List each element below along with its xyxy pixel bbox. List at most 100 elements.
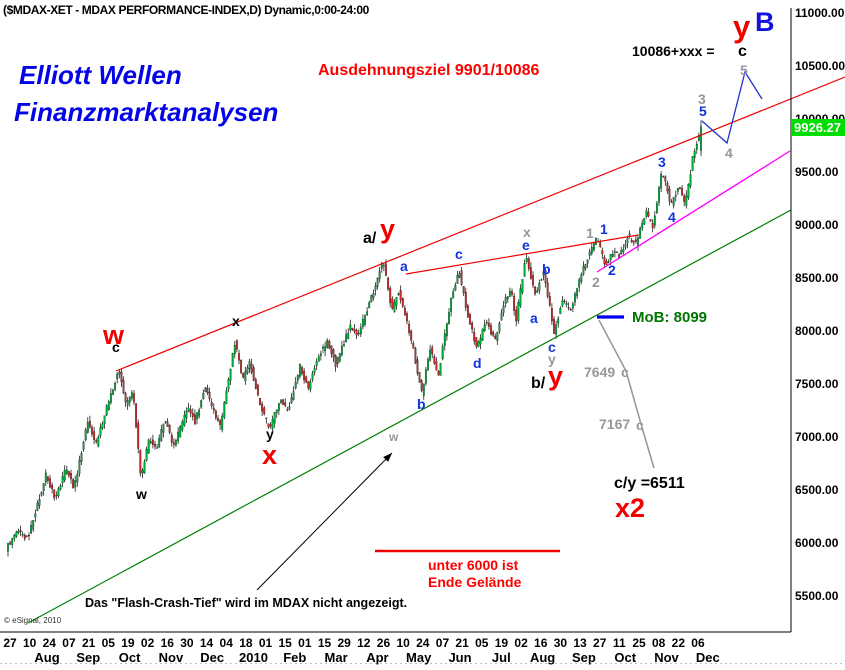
price-tick-label: 10500.00 (795, 59, 845, 73)
wave-label: c (636, 417, 644, 433)
date-month-label: Dec (695, 650, 720, 665)
esignal-copyright: © eSignal, 2010 (4, 616, 62, 625)
wave-label: x (232, 313, 240, 329)
blue-projection-path (701, 70, 763, 145)
invalidation-note-line1: unter 6000 ist (428, 557, 519, 573)
date-day-label: 01 (298, 636, 312, 650)
date-month-label: Jul (491, 650, 511, 665)
watermark-line2: Finanzmarktanalysen (14, 97, 279, 127)
wedge-top-red (405, 234, 639, 275)
magenta-support (596, 150, 791, 273)
wave-label: c (548, 339, 556, 355)
wave-label: c (112, 339, 120, 355)
date-month-label: Oct (118, 650, 141, 665)
date-month-label: Aug (529, 650, 556, 665)
date-month-label: Aug (34, 650, 60, 665)
wave-label: a/ (363, 230, 377, 247)
cy-target-annotation: c/y =6511 (614, 475, 685, 492)
wave-label: 5 (699, 103, 707, 119)
wave-label: x (523, 224, 531, 240)
wave-label: y (380, 214, 396, 244)
date-day-label: 15 (317, 636, 332, 650)
date-month-label: Sep (76, 650, 101, 665)
date-day-label: 27 (3, 636, 17, 650)
date-day-label: 19 (494, 636, 509, 650)
wave-label: 7649 (584, 364, 616, 380)
price-tick-label: 5500.00 (795, 589, 839, 603)
date-month-label: Nov (654, 650, 679, 665)
wave-label: 3 (698, 91, 706, 107)
wave-label: x2 (615, 493, 646, 523)
date-month-label: Apr (366, 650, 389, 665)
wave-label: 2 (592, 274, 600, 290)
wave-label: c (455, 246, 463, 262)
wave-label: e (522, 237, 530, 253)
date-day-label: 21 (455, 636, 469, 650)
date-day-label: 11 (613, 636, 626, 650)
flash-crash-note: Das "Flash-Crash-Tief" wird im MDAX nich… (85, 596, 408, 610)
date-day-label: 24 (42, 636, 56, 650)
wave-label: a (400, 258, 408, 274)
wave-label: y (548, 361, 564, 391)
extension-target-annotation: Ausdehnungsziel 9901/10086 (318, 62, 540, 79)
date-day-label: 10 (396, 636, 410, 650)
annotation-arrow (256, 452, 393, 591)
date-day-label: 24 (416, 636, 430, 650)
date-day-label: 07 (435, 636, 450, 650)
price-tick-label: 9000.00 (795, 218, 839, 232)
wave-label: b (417, 396, 426, 412)
wave-label: 7167 (599, 416, 631, 432)
wave-label: 4 (668, 209, 676, 225)
wave-label: d (473, 355, 482, 371)
wave-label: B (755, 7, 775, 37)
wave-label: c (738, 43, 747, 60)
date-month-label: Oct (614, 650, 637, 665)
mob-level-annotation: MoB: 8099 (632, 309, 708, 326)
date-month-label: May (406, 650, 432, 665)
price-tick-label: 8000.00 (795, 324, 839, 338)
last-price-badge: 9926.27 (792, 119, 845, 136)
target-formula-annotation: 10086+xxx = (632, 43, 715, 59)
wave-label: b/ (531, 375, 546, 392)
wave-label: 2 (608, 262, 616, 278)
date-day-label: 27 (593, 636, 607, 650)
annotation-arrow-head (383, 453, 392, 462)
wave-label: w (389, 430, 399, 444)
date-day-label: 04 (219, 636, 233, 650)
price-tick-label: 11000.00 (795, 6, 845, 20)
wave-label: y (266, 426, 274, 442)
wave-label: y (733, 9, 751, 44)
price-tick-label: 6000.00 (795, 536, 839, 550)
date-day-label: 05 (101, 636, 115, 650)
wave-label: 5 (740, 62, 748, 78)
date-day-label: 16 (160, 636, 174, 650)
date-day-label: 16 (534, 636, 548, 650)
wave-label: 1 (586, 225, 594, 241)
date-day-label: 12 (357, 636, 371, 650)
candle-bodies (7, 126, 702, 552)
date-month-label: Nov (158, 650, 184, 665)
date-day-label: 30 (180, 636, 194, 650)
date-day-label: 21 (81, 636, 96, 650)
date-day-label: 06 (691, 636, 705, 650)
price-tick-label: 8500.00 (795, 271, 839, 285)
date-month-label: Dec (200, 650, 225, 665)
date-day-label: 18 (239, 636, 253, 650)
date-day-label: 14 (199, 636, 214, 650)
wave-label: 1 (600, 221, 608, 237)
wave-label: y (548, 351, 556, 367)
date-day-label: 07 (62, 636, 76, 650)
wave-label: a (530, 310, 538, 326)
wave-label: w (103, 320, 125, 350)
wave-label: 4 (725, 145, 733, 161)
invalidation-note-line2: Ende Gelände (428, 574, 522, 590)
date-day-label: 05 (475, 636, 489, 650)
date-day-label: 25 (632, 636, 646, 650)
wave-label: w (136, 486, 147, 502)
date-day-label: 30 (553, 636, 568, 650)
gray-projection-path (598, 319, 655, 469)
date-day-label: 19 (121, 636, 135, 650)
watermark-line1: Elliott Wellen (19, 60, 182, 90)
